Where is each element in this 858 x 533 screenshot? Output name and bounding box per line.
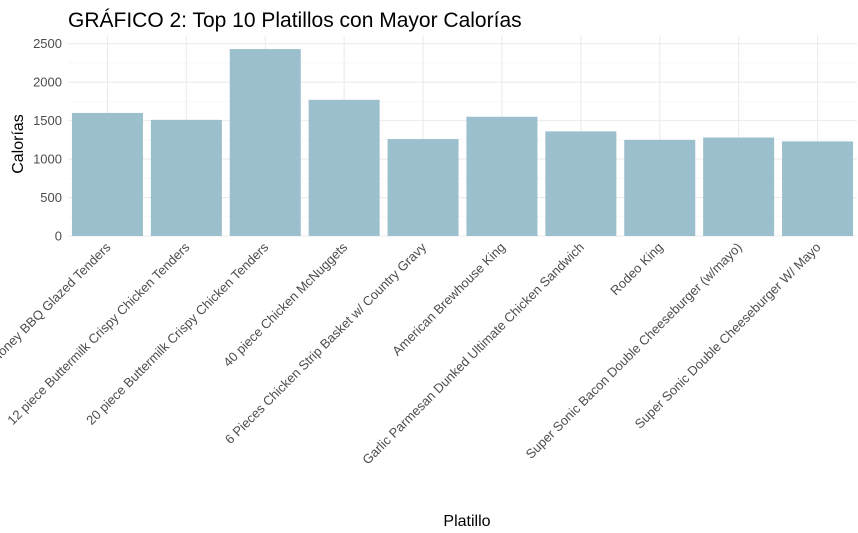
- x-tick-label: 20 piece Buttermilk Crispy Chicken Tende…: [83, 239, 272, 428]
- bar: [229, 49, 301, 237]
- bar: [545, 131, 617, 236]
- y-tick-label: 1000: [33, 152, 62, 167]
- bar: [308, 99, 380, 236]
- y-tick-label: 2500: [33, 36, 62, 51]
- chart-title: GRÁFICO 2: Top 10 Platillos con Mayor Ca…: [68, 9, 522, 32]
- bar: [624, 139, 696, 236]
- y-tick-label: 2000: [33, 75, 62, 90]
- bar: [71, 112, 143, 236]
- y-axis-title: Calorías: [10, 114, 27, 174]
- y-tick-label: 500: [40, 190, 62, 205]
- x-tick-label: Super Sonic Double Cheeseburger W/ Mayo: [632, 240, 824, 432]
- y-axis-ticks: 0 500 1000 1500 2000 2500: [33, 36, 62, 243]
- y-tick-label: 1500: [33, 113, 62, 128]
- bar: [703, 137, 775, 236]
- x-tick-label: 12 piece Buttermilk Crispy Chicken Tende…: [4, 239, 193, 428]
- x-tick-label: Rodeo King: [607, 240, 666, 299]
- x-tick-label: 40 piece Chicken McNuggets: [220, 239, 351, 370]
- bar: [466, 116, 538, 236]
- bars: [71, 49, 854, 237]
- x-tick-label: Honey BBQ Glazed Tenders: [0, 239, 114, 365]
- x-axis-title: Platillo: [443, 513, 490, 530]
- bar: [150, 119, 222, 236]
- bar: [387, 139, 459, 236]
- bar: [782, 141, 854, 236]
- y-tick-label: 0: [55, 229, 62, 244]
